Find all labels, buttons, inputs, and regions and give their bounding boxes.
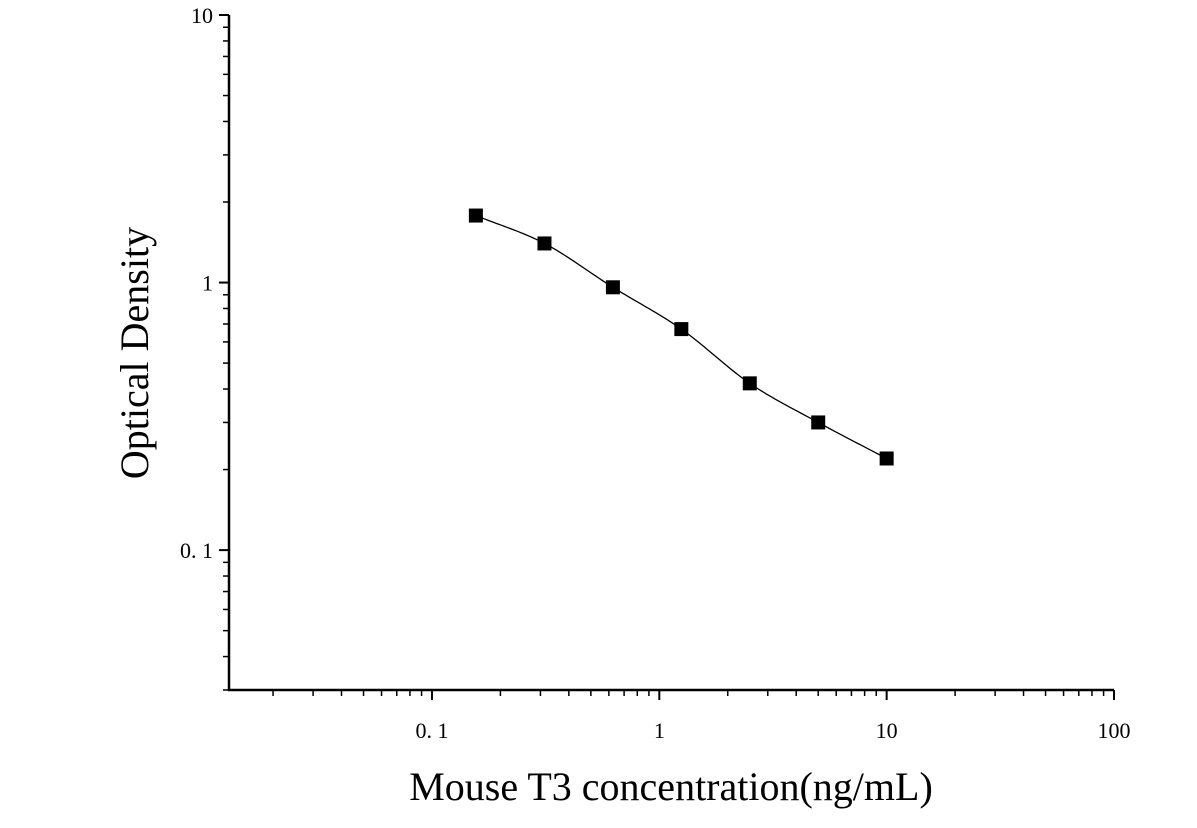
x-axis-title: Mouse T3 concentration(ng/mL) xyxy=(409,764,933,809)
data-point xyxy=(879,451,894,466)
y-tick-label: 0. 1 xyxy=(180,538,213,563)
data-point xyxy=(811,415,826,430)
data-point xyxy=(605,280,620,295)
x-tick-label: 0. 1 xyxy=(415,718,448,743)
x-tick-label: 1 xyxy=(654,718,665,743)
y-tick-label: 1 xyxy=(202,271,213,296)
axes xyxy=(227,15,1114,692)
data-point xyxy=(674,322,689,337)
axis-ticks: 0. 1 1 10 100 0. 1 1 10 xyxy=(180,3,1131,743)
data-point xyxy=(468,208,483,223)
y-tick-label: 10 xyxy=(191,3,213,28)
x-tick-label: 10 xyxy=(876,718,898,743)
data-point xyxy=(742,376,757,391)
y-axis-title: Optical Density xyxy=(112,227,157,479)
data-points xyxy=(468,208,894,466)
data-point xyxy=(537,236,552,251)
x-tick-label: 100 xyxy=(1098,718,1131,743)
